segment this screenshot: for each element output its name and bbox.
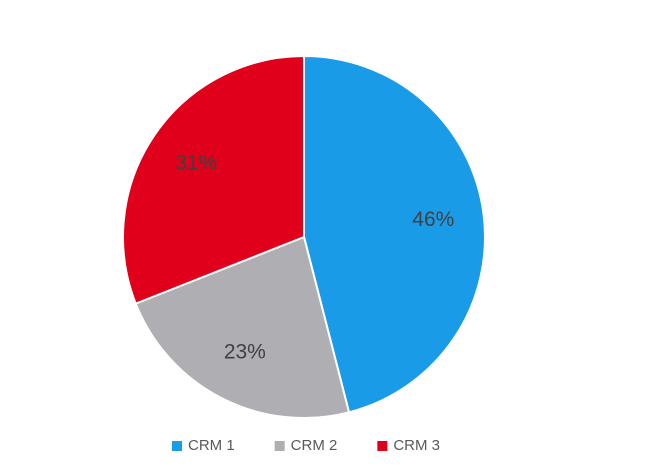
data-label: 23% xyxy=(224,341,266,364)
legend-swatch xyxy=(377,441,388,451)
pie-slice xyxy=(122,54,305,305)
legend-swatch xyxy=(274,441,285,451)
legend-entry: CRM 2 xyxy=(291,437,338,454)
pie-slice xyxy=(303,54,486,414)
legend-entry: CRM 3 xyxy=(393,437,440,454)
legend-swatch xyxy=(172,441,182,451)
pie-slice xyxy=(134,235,351,419)
legend-entry: CRM 1 xyxy=(188,437,235,454)
data-label: 31% xyxy=(175,151,217,174)
data-label: 46% xyxy=(412,208,454,231)
